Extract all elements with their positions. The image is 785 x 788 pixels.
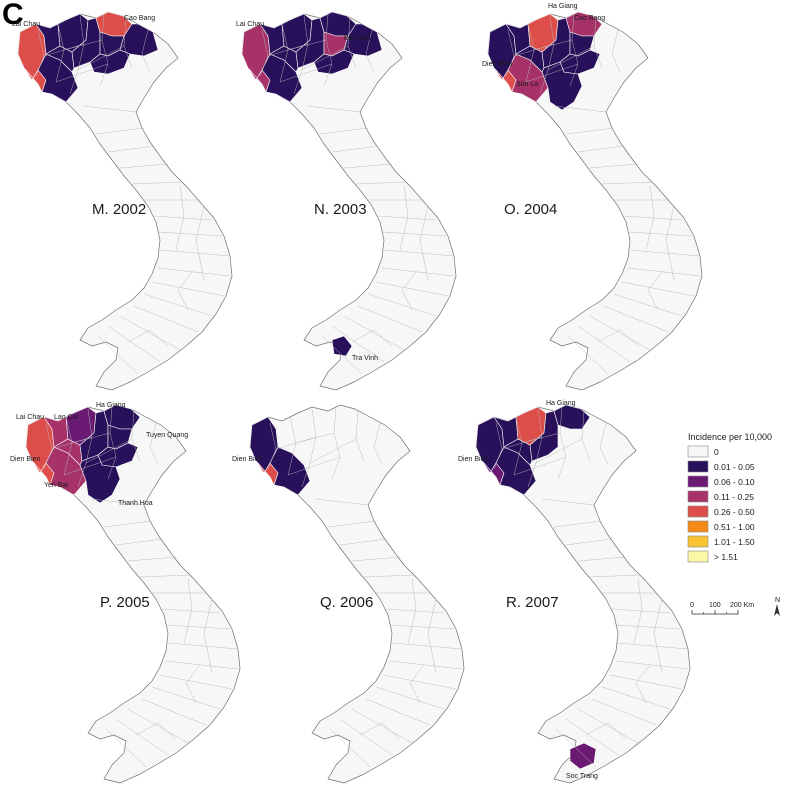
legend: Incidence per 10,000 0 0.01 - 0.05 0.06 - … xyxy=(687,432,772,563)
legend-label: 0.51 - 1.00 xyxy=(714,522,755,532)
province-label: Tra Vinh xyxy=(352,355,378,362)
province-labels: Ha Giang Cao Bang Dien Bien Son La xyxy=(482,3,605,88)
panel-title: Q. 2006 xyxy=(320,594,373,611)
province-labels: Lai Chau Bac Kan Tra Vinh xyxy=(236,21,378,362)
province-label: Yen Bai xyxy=(44,482,68,489)
map-panel-2006: Dien Bien Q. 2006 xyxy=(232,404,465,784)
scale-tick-200: 200 Km xyxy=(730,602,754,609)
province-label: Ha Giang xyxy=(548,3,578,10)
legend-swatch xyxy=(687,490,709,503)
province-labels: Lai Chau Lao Cai Ha Giang Tuyen Quang Dien B… xyxy=(10,402,188,507)
map-panel-2002: Lai Chau Cao Bang M. 2002 xyxy=(12,11,233,391)
panel-title: R. 2007 xyxy=(506,594,559,611)
map-panel-2007: Ha Giang Dien Bien Soc Trang R. 2007 xyxy=(458,400,691,784)
province-label: Dien Bien xyxy=(10,456,40,463)
province-label: Son La xyxy=(516,81,538,88)
province-label: Soc Trang xyxy=(566,773,598,780)
map-panel-2003: Lai Chau Bac Kan Tra Vinh N. 2003 xyxy=(236,11,457,391)
province-label: Lai Chau xyxy=(12,21,40,28)
legend-label: > 1.51 xyxy=(714,552,738,562)
scale-tick-100: 100 xyxy=(709,602,721,609)
map-panel-2005: Lai Chau Lao Cai Ha Giang Tuyen Quang Dien B… xyxy=(10,402,241,784)
province-label: Cao Bang xyxy=(574,15,605,22)
legend-swatch xyxy=(687,520,709,533)
legend-swatch xyxy=(687,460,709,473)
legend-label: 0.26 - 0.50 xyxy=(714,507,755,517)
province-label: Ha Giang xyxy=(96,402,126,409)
scale-tick-0: 0 xyxy=(690,602,694,609)
province-label: Lai Chau xyxy=(236,21,264,28)
province-labels: Dien Bien xyxy=(232,456,262,463)
legend-label: 1.01 - 1.50 xyxy=(714,537,755,547)
legend-items: 0 0.01 - 0.05 0.06 - 0.10 0.11 - 0.25 0.26 -… xyxy=(687,445,755,563)
legend-swatch xyxy=(687,475,709,488)
province-label: Cao Bang xyxy=(124,15,155,22)
legend-label: 0.01 - 0.05 xyxy=(714,462,755,472)
north-label: N xyxy=(775,597,780,604)
panel-title: O. 2004 xyxy=(504,201,557,218)
legend-label: 0.11 - 0.25 xyxy=(714,492,754,502)
north-arrow-shape xyxy=(774,604,780,616)
map-panel-2004: Ha Giang Cao Bang Dien Bien Son La O. 2004 xyxy=(482,3,703,391)
legend-title: Incidence per 10,000 xyxy=(688,432,772,442)
province-label: Dien Bien xyxy=(482,61,512,68)
province-label: Tuyen Quang xyxy=(146,432,188,439)
scale-bar: 0 100 200 Km N xyxy=(690,597,780,616)
province-labels: Ha Giang Dien Bien Soc Trang xyxy=(458,400,598,780)
panel-title: N. 2003 xyxy=(314,201,367,218)
panel-title: P. 2005 xyxy=(100,594,150,611)
province-label: Thanh Hoa xyxy=(118,500,153,507)
panel-title: M. 2002 xyxy=(92,201,146,218)
province-label: Lao Cai xyxy=(54,414,79,421)
province-label: Bac Kan xyxy=(344,35,371,42)
region-cb xyxy=(553,404,591,430)
province-label: Dien Bien xyxy=(458,456,488,463)
province-label: Lai Chau xyxy=(16,414,44,421)
legend-label: 0.06 - 0.10 xyxy=(714,477,755,487)
province-label: Ha Giang xyxy=(546,400,576,407)
legend-swatch xyxy=(687,535,709,548)
province-labels: Lai Chau Cao Bang xyxy=(12,15,155,28)
legend-label: 0 xyxy=(714,447,719,457)
legend-swatch xyxy=(687,550,709,563)
figure-letter: C xyxy=(2,0,24,31)
province-label: Dien Bien xyxy=(232,456,262,463)
north-arrow-icon: N xyxy=(774,597,780,616)
legend-swatch xyxy=(687,445,709,458)
legend-swatch xyxy=(687,505,709,518)
